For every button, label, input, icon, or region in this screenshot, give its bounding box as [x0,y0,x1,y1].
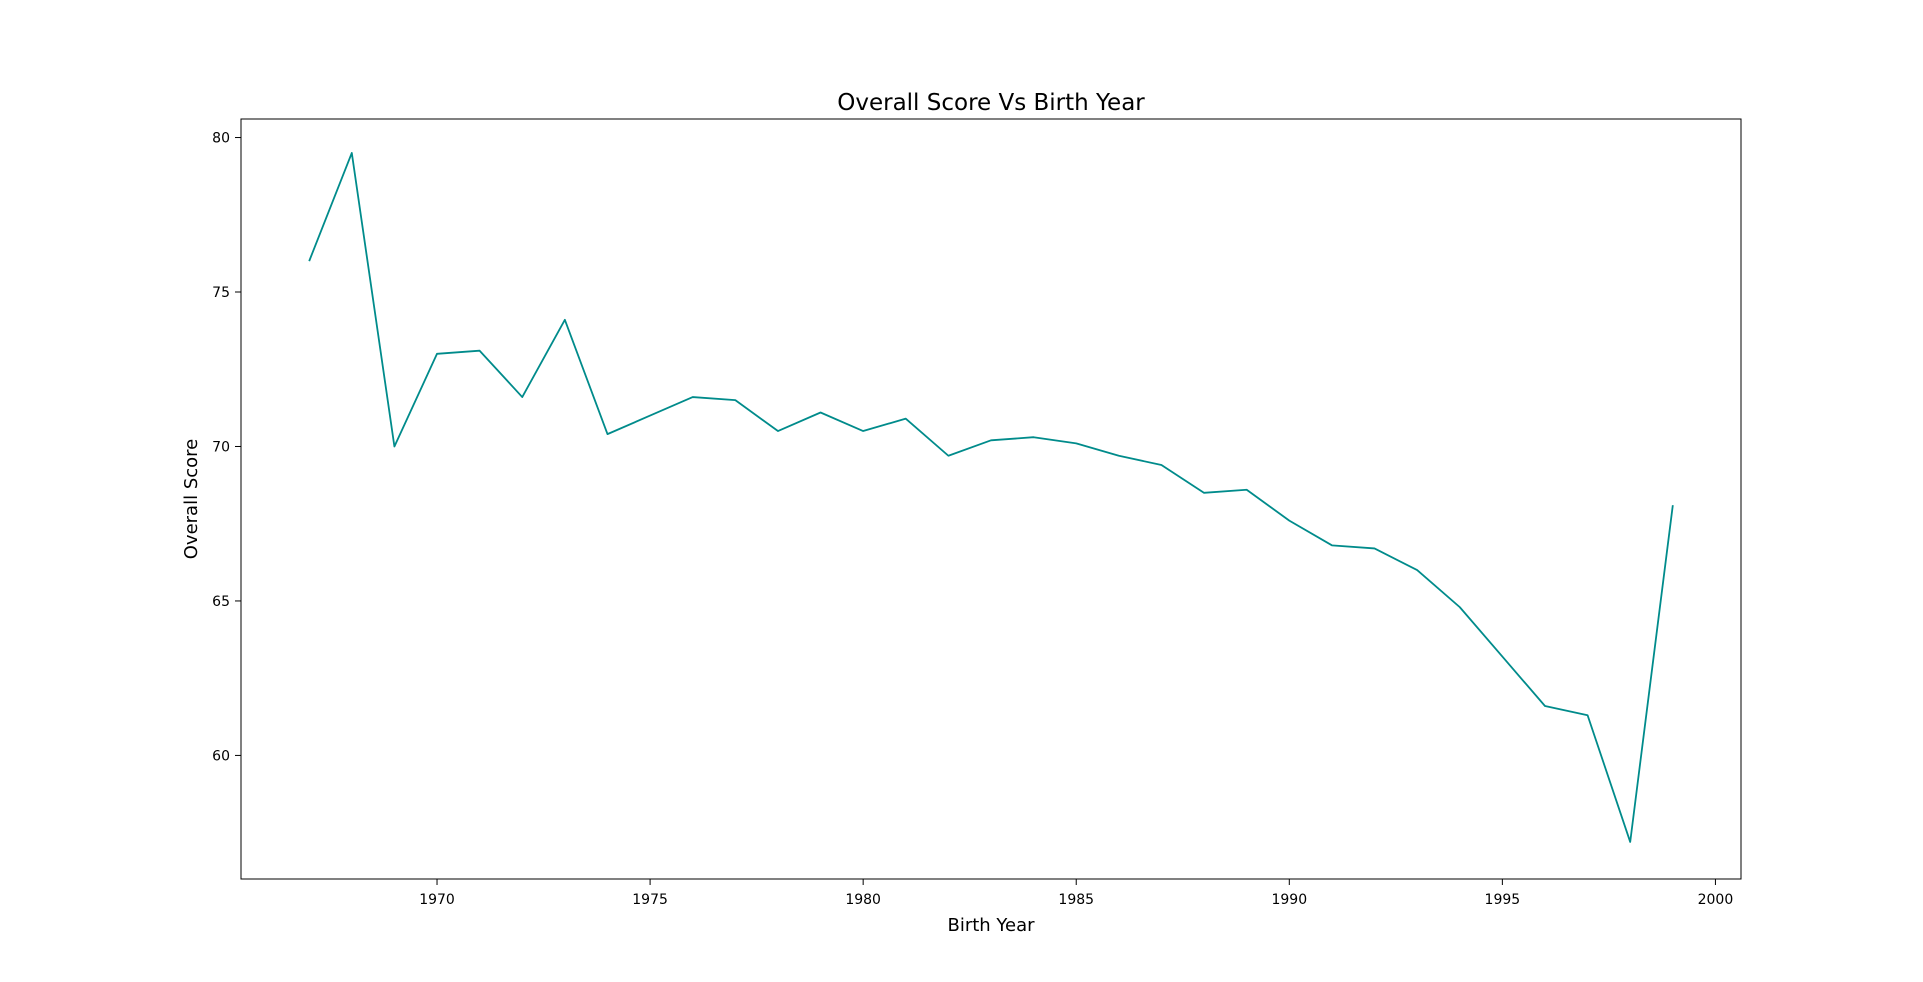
x-tick-label: 1985 [1058,892,1094,908]
x-tick-label: 1975 [632,892,668,908]
y-tick-label: 70 [212,439,230,455]
x-axis-label: Birth Year [947,915,1035,936]
x-tick-label: 1990 [1271,892,1307,908]
y-tick-label: 65 [212,594,230,610]
y-tick-label: 75 [212,285,230,301]
y-tick-label: 80 [212,131,230,147]
x-tick-label: 1970 [419,892,455,908]
y-axis-ticks: 60 65 70 75 80 [212,131,241,764]
x-tick-label: 1980 [845,892,881,908]
y-tick-label: 60 [212,748,230,764]
x-tick-label: 2000 [1698,892,1734,908]
chart-title: Overall Score Vs Birth Year [837,90,1145,116]
x-tick-label: 1995 [1485,892,1521,908]
y-axis-label: Overall Score [181,439,202,559]
plot-area [308,152,1674,843]
axes-frame [240,118,1742,880]
series-line [308,152,1674,843]
x-axis-ticks: 1970 1975 1980 1985 1990 1995 2000 [419,879,1733,908]
